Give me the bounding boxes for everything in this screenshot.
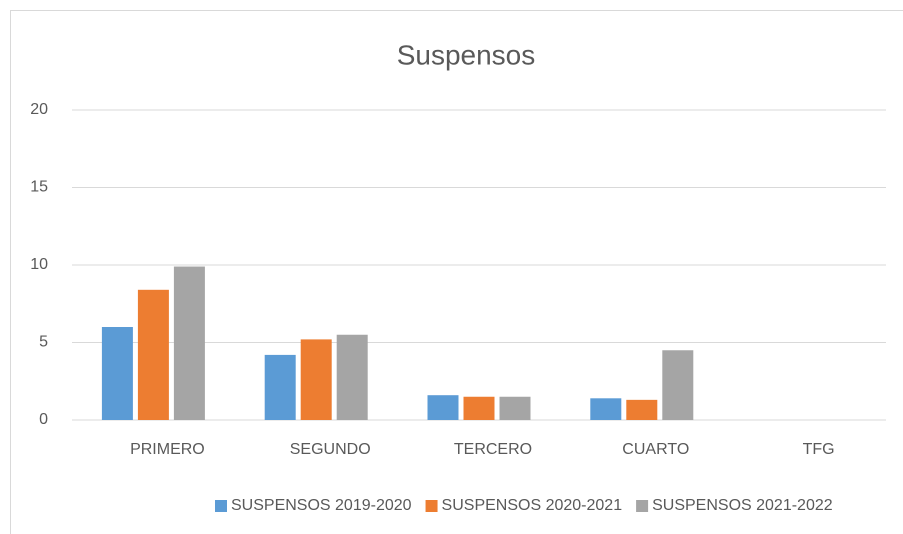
legend-label: SUSPENSOS 2021-2022: [652, 497, 833, 514]
legend-label: SUSPENSOS 2020-2021: [442, 497, 623, 514]
chart-title: Suspensos: [397, 39, 536, 70]
legend-swatch: [215, 500, 227, 512]
x-tick-label: TERCERO: [454, 441, 532, 458]
legend-swatch: [636, 500, 649, 512]
bar: [101, 327, 133, 420]
y-tick-label: 10: [30, 256, 48, 273]
y-tick-label: 15: [30, 179, 48, 196]
bar: [173, 266, 205, 420]
bar: [590, 398, 622, 420]
bar: [427, 395, 459, 420]
y-tick-label: 5: [39, 334, 48, 351]
bar: [300, 339, 332, 420]
x-tick-label: SEGUNDO: [290, 441, 371, 458]
chart-frame: [10, 10, 903, 534]
x-tick-label: TFG: [803, 441, 835, 458]
legend-swatch: [425, 500, 438, 512]
bar: [264, 354, 296, 420]
y-tick-label: 20: [30, 101, 48, 118]
bar: [336, 334, 368, 420]
x-tick-label: PRIMERO: [130, 441, 205, 458]
bar: [499, 396, 531, 420]
bar: [626, 399, 658, 420]
legend-label: SUSPENSOS 2019-2020: [231, 497, 412, 514]
bar: [662, 350, 694, 420]
y-tick-label: 0: [39, 411, 48, 428]
bar: [137, 289, 169, 420]
x-tick-label: CUARTO: [622, 441, 689, 458]
bar: [463, 396, 495, 420]
